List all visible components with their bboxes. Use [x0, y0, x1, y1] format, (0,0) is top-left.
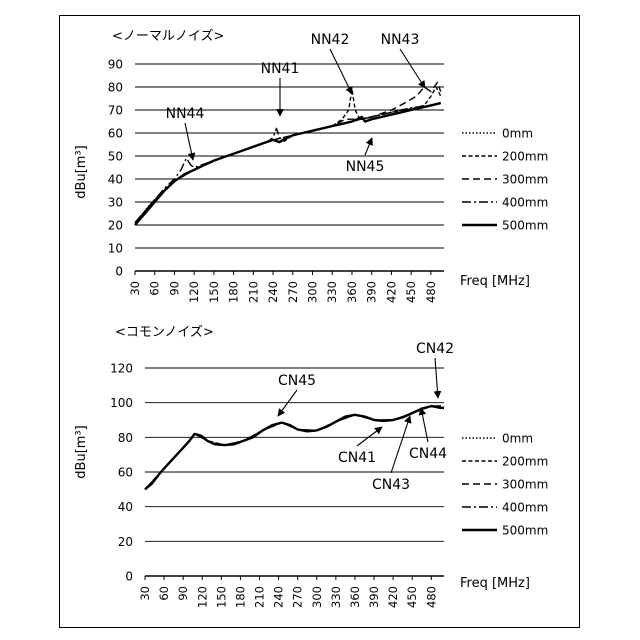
x-tick-label: 90 [176, 586, 190, 601]
y-tick-label: 40 [108, 173, 123, 187]
x-tick-label: 480 [424, 586, 438, 608]
x-tick-label: 210 [246, 281, 260, 303]
x-tick-label: 360 [348, 586, 362, 608]
x-tick-label: 180 [227, 281, 241, 303]
y-tick-label: 0 [115, 265, 123, 279]
y-tick-label: 80 [108, 81, 123, 95]
chart-title: <コモンノイズ> [115, 324, 214, 340]
annotation-arrow [357, 427, 382, 446]
x-tick-label: 300 [310, 586, 324, 608]
legend-label: 500mm [502, 219, 548, 233]
x-tick-label: 330 [329, 586, 343, 608]
y-tick-label: 90 [108, 58, 123, 72]
legend-label: 200mm [502, 455, 548, 469]
y-tick-label: 60 [118, 466, 133, 480]
x-tick-label: 240 [272, 586, 286, 608]
y-tick-label: 20 [108, 219, 123, 233]
chart-title: <ノーマルノイズ> [112, 28, 224, 44]
annotation-arrow [391, 416, 410, 473]
legend-label: 0mm [502, 127, 533, 141]
y-tick-label: 10 [108, 242, 123, 256]
x-tick-label: 360 [345, 281, 359, 303]
annotation-label: CN43 [372, 477, 410, 493]
y-tick-label: 40 [118, 500, 133, 514]
annotation-label: NN41 [261, 61, 300, 77]
x-tick-label: 390 [365, 281, 379, 303]
x-tick-label: 180 [233, 586, 247, 608]
annotation-label: CN41 [338, 450, 376, 466]
legend-label: 200mm [502, 150, 548, 164]
x-tick-label: 480 [424, 281, 438, 303]
annotation-arrow [435, 358, 438, 398]
annotation-arrow [365, 138, 372, 155]
x-tick-label: 120 [195, 586, 209, 608]
x-axis-label: Freq [MHz] [460, 576, 530, 591]
y-tick-label: 0 [125, 570, 133, 584]
annotation-arrow [185, 123, 193, 160]
legend-label: 300mm [502, 478, 548, 492]
x-tick-label: 240 [266, 281, 280, 303]
y-tick-label: 30 [108, 196, 123, 210]
annotation-label: CN42 [416, 341, 454, 357]
y-tick-label: 50 [108, 150, 123, 164]
y-tick-label: 70 [108, 104, 123, 118]
x-tick-label: 150 [207, 281, 221, 303]
chart-2: <コモンノイズ> dBu[m³] 0 20 40 60 80 100 120 30 60 90 120 1… [74, 324, 548, 608]
y-tick-label: 80 [118, 431, 133, 445]
x-tick-label: 450 [404, 281, 418, 303]
annotation-arrow [400, 49, 425, 88]
y-tick-label: 60 [108, 127, 123, 141]
x-tick-label: 270 [286, 281, 300, 303]
x-tick-label: 150 [214, 586, 228, 608]
y-axis-label: dBu[m³] [74, 425, 89, 478]
y-tick-label: 120 [110, 362, 133, 376]
legend-label: 300mm [502, 173, 548, 187]
x-tick-label: 120 [187, 281, 201, 303]
annotation-label: CN45 [278, 373, 316, 389]
x-tick-label: 270 [291, 586, 305, 608]
x-tick-label: 60 [148, 281, 162, 296]
x-tick-label: 330 [325, 281, 339, 303]
x-tick-label: 90 [167, 281, 181, 296]
legend-label: 400mm [502, 196, 548, 210]
x-tick-label: 390 [367, 586, 381, 608]
annotation-label: NN43 [381, 32, 420, 48]
legend-label: 500mm [502, 524, 548, 538]
annotation-label: NN45 [346, 159, 385, 175]
x-tick-label: 420 [384, 281, 398, 303]
x-tick-label: 30 [128, 281, 142, 296]
annotation-label: NN44 [166, 106, 205, 122]
y-axis-label: dBu[m³] [74, 145, 89, 198]
x-tick-label: 300 [306, 281, 320, 303]
x-tick-label: 30 [138, 586, 152, 601]
y-tick-label: 100 [110, 396, 133, 410]
x-tick-label: 60 [157, 586, 171, 601]
legend-label: 400mm [502, 501, 548, 515]
chart-1: <ノーマルノイズ> dBu[m³] 0 10 20 30 40 50 60 70 80 90 30 60 9… [74, 28, 548, 303]
x-axis-label: Freq [MHz] [460, 274, 530, 289]
annotation-label: NN42 [311, 32, 350, 48]
x-tick-label: 420 [386, 586, 400, 608]
chart-canvas: <ノーマルノイズ> dBu[m³] 0 10 20 30 40 50 60 70 80 90 30 60 9… [0, 0, 640, 640]
legend-label: 0mm [502, 432, 533, 446]
annotation-label: CN44 [409, 446, 447, 462]
y-tick-label: 20 [118, 535, 133, 549]
x-tick-label: 210 [253, 586, 267, 608]
x-tick-label: 450 [405, 586, 419, 608]
